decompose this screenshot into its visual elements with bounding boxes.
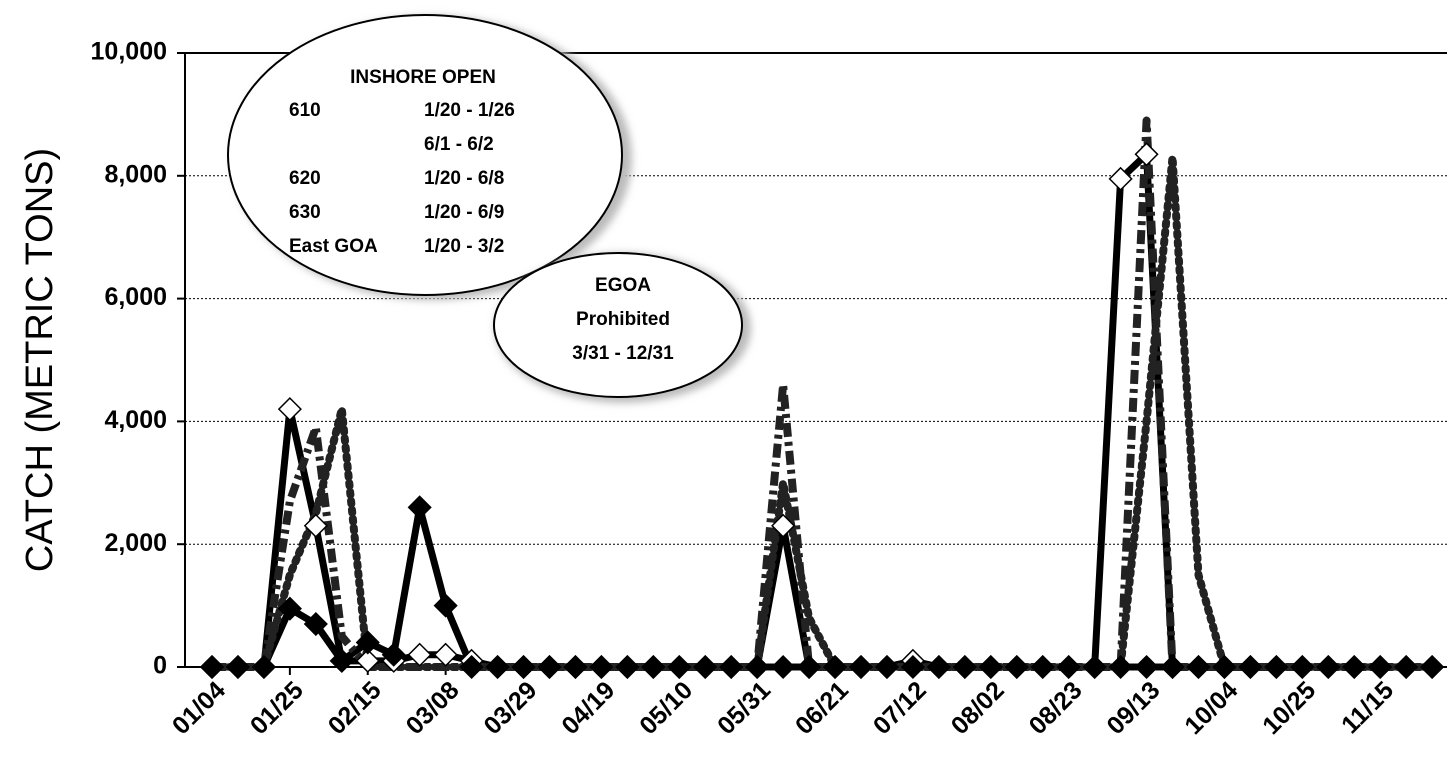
marker bbox=[485, 654, 510, 680]
x-tick-label: 10/04 bbox=[1179, 676, 1243, 740]
annotation-text: EGOA bbox=[595, 275, 651, 296]
marker bbox=[1238, 654, 1263, 680]
marker bbox=[1342, 654, 1367, 680]
marker bbox=[1056, 654, 1081, 680]
marker bbox=[1368, 654, 1393, 680]
marker bbox=[978, 654, 1003, 680]
marker bbox=[1264, 654, 1289, 680]
x-tick-label: 10/25 bbox=[1257, 676, 1321, 740]
x-tick-label: 06/21 bbox=[790, 676, 854, 740]
x-tick-label: 07/12 bbox=[868, 676, 932, 740]
marker bbox=[277, 397, 302, 422]
marker bbox=[1134, 654, 1159, 680]
y-tick-label: 4,000 bbox=[104, 406, 167, 434]
marker bbox=[1186, 654, 1211, 680]
marker bbox=[1394, 654, 1419, 680]
annotation-text: 610 bbox=[289, 100, 321, 121]
x-tick-label: 08/23 bbox=[1024, 676, 1088, 740]
x-tick-label: 08/02 bbox=[946, 676, 1010, 740]
x-tick-label: 05/10 bbox=[634, 676, 698, 740]
x-tick-label: 05/31 bbox=[712, 676, 776, 740]
y-tick-label: 2,000 bbox=[104, 529, 167, 557]
marker bbox=[355, 648, 380, 673]
marker bbox=[641, 654, 666, 680]
x-tick-label: 11/15 bbox=[1336, 676, 1399, 739]
annotation-text: 1/20 - 6/9 bbox=[424, 202, 504, 223]
marker bbox=[329, 648, 354, 673]
marker bbox=[277, 596, 302, 621]
marker bbox=[589, 654, 614, 680]
marker bbox=[1004, 654, 1029, 680]
marker bbox=[822, 654, 848, 680]
x-tick-label: 03/29 bbox=[478, 676, 542, 740]
marker bbox=[1134, 142, 1159, 167]
marker bbox=[563, 654, 588, 680]
marker bbox=[433, 593, 458, 618]
y-tick-label: 0 bbox=[153, 652, 167, 680]
annotation-egoa: EGOA Prohibited 3/31 - 12/31 bbox=[493, 252, 751, 403]
annotation-text: 3/31 - 12/31 bbox=[572, 343, 674, 364]
marker bbox=[952, 654, 977, 680]
marker bbox=[1316, 654, 1341, 680]
marker bbox=[667, 654, 692, 680]
marker bbox=[1108, 654, 1133, 680]
marker bbox=[1420, 654, 1445, 680]
marker bbox=[848, 654, 874, 680]
marker bbox=[874, 654, 900, 680]
annotation-inshore: INSHORE OPEN 610 1/20 - 1/26 6/1 - 6/2 620 1/… bbox=[227, 14, 632, 300]
marker bbox=[615, 654, 640, 680]
annotation-text: 620 bbox=[289, 168, 321, 189]
marker bbox=[407, 495, 432, 520]
y-tick-label: 8,000 bbox=[104, 160, 167, 188]
annotation-text: 1/20 - 6/8 bbox=[424, 168, 504, 189]
marker bbox=[459, 654, 484, 680]
marker bbox=[745, 654, 770, 680]
annotation-text: 1/20 - 3/2 bbox=[424, 236, 504, 257]
y-tick-label: 10,000 bbox=[91, 38, 167, 66]
marker bbox=[1082, 654, 1107, 680]
marker bbox=[407, 642, 432, 667]
annotation-text: 6/1 - 6/2 bbox=[424, 134, 494, 155]
x-tick-label: 09/13 bbox=[1101, 676, 1165, 740]
x-tick-label: 04/19 bbox=[556, 676, 620, 740]
marker bbox=[1212, 654, 1237, 680]
annotation-bubble bbox=[493, 252, 743, 398]
marker bbox=[693, 654, 718, 680]
annotation-text: East GOA bbox=[289, 236, 378, 257]
annotation-text: INSHORE OPEN bbox=[350, 67, 496, 88]
annotation-text: 1/20 - 1/26 bbox=[424, 100, 515, 121]
marker bbox=[303, 611, 328, 637]
marker bbox=[719, 654, 744, 680]
y-axis-label: CATCH (METRIC TONS) bbox=[19, 148, 61, 572]
marker bbox=[771, 654, 796, 680]
annotation-text: Prohibited bbox=[576, 309, 670, 330]
marker bbox=[433, 642, 458, 667]
marker bbox=[1108, 166, 1133, 191]
marker bbox=[511, 654, 536, 680]
x-tick-label: 03/08 bbox=[401, 676, 465, 740]
marker bbox=[199, 654, 225, 680]
x-tick-label: 01/04 bbox=[167, 676, 231, 740]
marker bbox=[303, 513, 328, 538]
marker bbox=[926, 654, 951, 680]
x-tick-label: 01/25 bbox=[245, 676, 309, 740]
marker bbox=[251, 654, 276, 680]
marker bbox=[1160, 654, 1185, 680]
annotation-bubble bbox=[227, 14, 623, 296]
marker bbox=[355, 630, 380, 655]
marker bbox=[900, 654, 925, 680]
marker bbox=[225, 654, 251, 680]
x-tick-label: 02/15 bbox=[323, 676, 387, 740]
marker bbox=[1030, 654, 1055, 680]
marker bbox=[537, 654, 562, 680]
y-tick-label: 6,000 bbox=[104, 283, 167, 311]
marker bbox=[381, 642, 406, 667]
annotation-text: 630 bbox=[289, 202, 321, 223]
marker bbox=[771, 513, 796, 538]
marker bbox=[1290, 654, 1315, 680]
marker bbox=[797, 654, 822, 680]
